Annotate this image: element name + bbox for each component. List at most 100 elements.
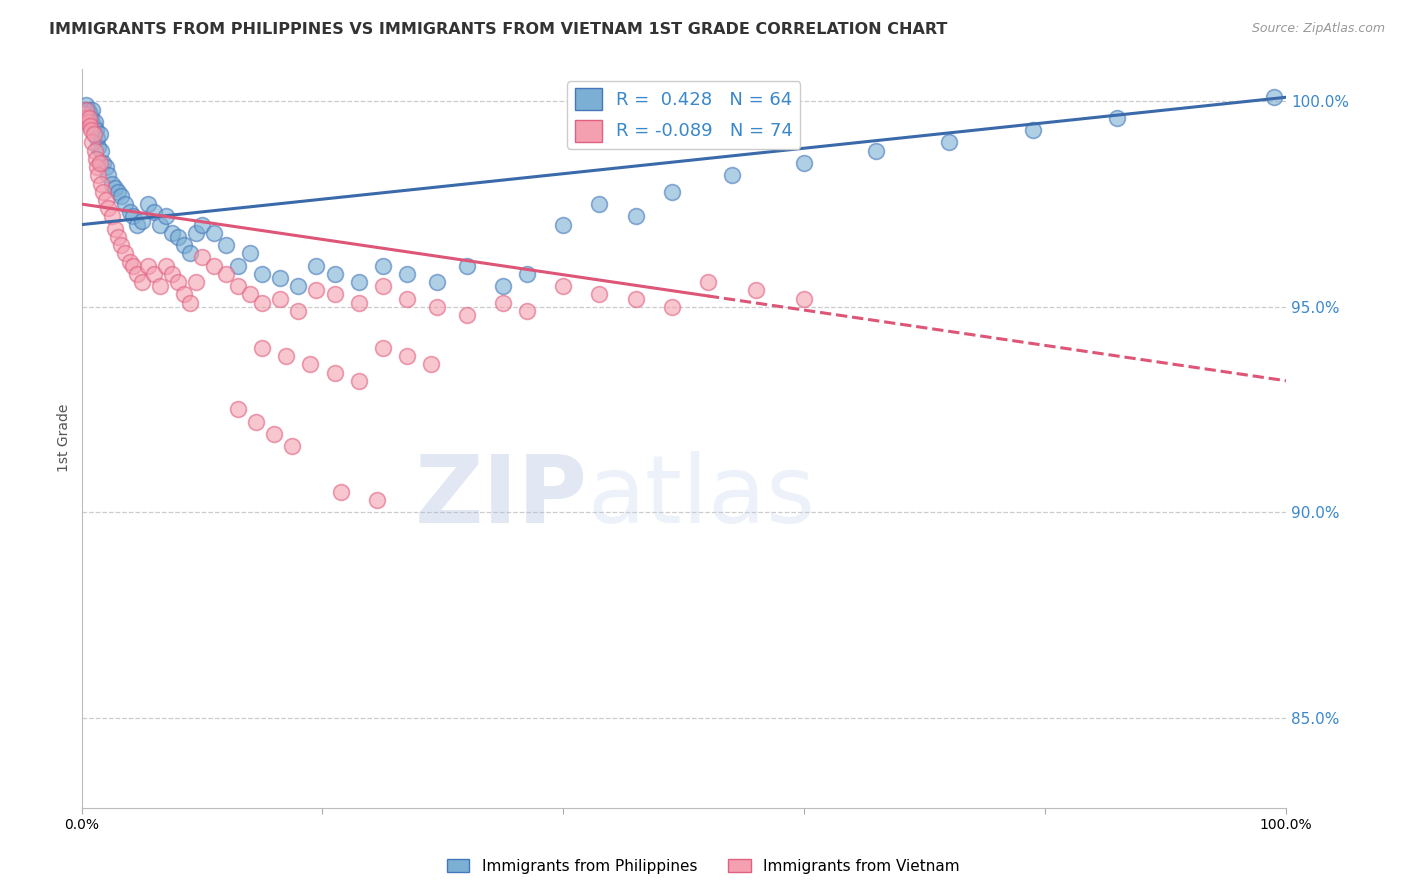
Point <box>456 308 478 322</box>
Point <box>426 275 449 289</box>
Point <box>97 169 120 183</box>
Point <box>84 152 107 166</box>
Point <box>793 292 815 306</box>
Point <box>149 218 172 232</box>
Text: Source: ZipAtlas.com: Source: ZipAtlas.com <box>1251 22 1385 36</box>
Point <box>87 139 110 153</box>
Point <box>588 197 610 211</box>
Point <box>86 131 108 145</box>
Point <box>793 156 815 170</box>
Point <box>122 259 145 273</box>
Point <box>239 246 262 260</box>
Point <box>155 210 177 224</box>
Point <box>329 484 352 499</box>
Point <box>87 169 110 183</box>
Point <box>179 295 201 310</box>
Point <box>516 304 538 318</box>
Point <box>938 136 960 150</box>
Point <box>516 267 538 281</box>
Point <box>184 275 207 289</box>
Point <box>553 218 575 232</box>
Point <box>323 366 346 380</box>
Point <box>94 160 117 174</box>
Point <box>395 267 418 281</box>
Point <box>366 492 388 507</box>
Point <box>202 259 225 273</box>
Point <box>73 103 96 117</box>
Point <box>173 238 195 252</box>
Point <box>347 275 370 289</box>
Point <box>167 275 190 289</box>
Point <box>77 111 100 125</box>
Point <box>1022 123 1045 137</box>
Point <box>323 287 346 301</box>
Point <box>624 292 647 306</box>
Point <box>191 218 214 232</box>
Point <box>77 111 100 125</box>
Point <box>226 259 249 273</box>
Point <box>347 295 370 310</box>
Point <box>371 259 394 273</box>
Point <box>75 103 97 117</box>
Point <box>107 230 129 244</box>
Point <box>252 267 274 281</box>
Point <box>269 292 291 306</box>
Point <box>79 106 101 120</box>
Point <box>107 185 129 199</box>
Point <box>149 279 172 293</box>
Point <box>83 128 105 142</box>
Point <box>492 295 515 310</box>
Legend: Immigrants from Philippines, Immigrants from Vietnam: Immigrants from Philippines, Immigrants … <box>440 853 966 880</box>
Point <box>276 349 298 363</box>
Point <box>75 111 97 125</box>
Point <box>97 201 120 215</box>
Point <box>179 246 201 260</box>
Point <box>456 259 478 273</box>
Point <box>104 221 127 235</box>
Point <box>100 177 122 191</box>
Text: ZIP: ZIP <box>415 451 588 543</box>
Point <box>160 226 183 240</box>
Point <box>94 193 117 207</box>
Point <box>191 251 214 265</box>
Point <box>90 144 112 158</box>
Point <box>75 98 97 112</box>
Point <box>305 259 328 273</box>
Point <box>83 144 105 158</box>
Point <box>395 292 418 306</box>
Point <box>104 180 127 194</box>
Point <box>226 279 249 293</box>
Point <box>419 357 441 371</box>
Point <box>75 106 97 120</box>
Point <box>287 304 309 318</box>
Point <box>76 103 98 117</box>
Point <box>167 230 190 244</box>
Point <box>215 238 238 252</box>
Point <box>118 205 141 219</box>
Point <box>82 136 104 150</box>
Point <box>82 103 104 117</box>
Point <box>252 341 274 355</box>
Point <box>114 246 136 260</box>
Point <box>91 156 114 170</box>
Point <box>745 284 768 298</box>
Point <box>160 267 183 281</box>
Point <box>80 111 103 125</box>
Point <box>86 160 108 174</box>
Point <box>73 106 96 120</box>
Point <box>89 156 111 170</box>
Point <box>114 197 136 211</box>
Point <box>118 254 141 268</box>
Point <box>661 300 683 314</box>
Point <box>173 287 195 301</box>
Point <box>426 300 449 314</box>
Point <box>83 119 105 133</box>
Point <box>696 275 718 289</box>
Point <box>245 415 267 429</box>
Point <box>661 185 683 199</box>
Point <box>110 238 132 252</box>
Point <box>125 218 148 232</box>
Point <box>553 279 575 293</box>
Point <box>100 210 122 224</box>
Point <box>239 287 262 301</box>
